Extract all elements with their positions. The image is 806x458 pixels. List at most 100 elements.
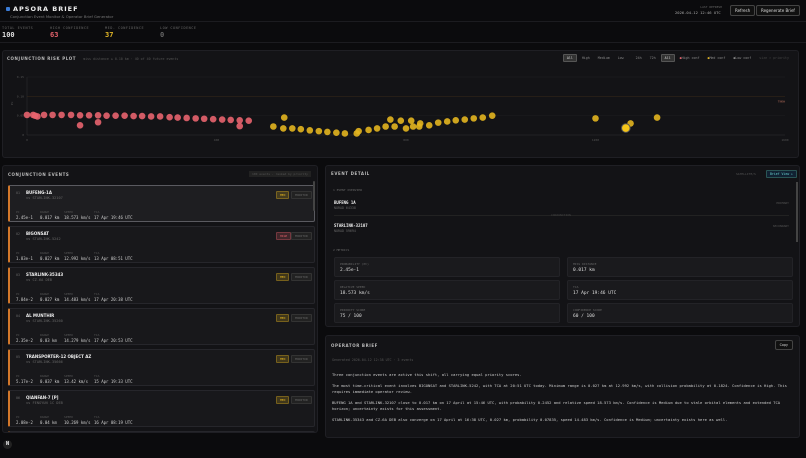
- plot-hint: size ∝ priority: [759, 56, 789, 60]
- metric-card: PROBABILITY (PC) 2.45e-1: [334, 257, 560, 277]
- event-card[interactable]: [8, 431, 315, 432]
- filter-time-all[interactable]: All: [660, 54, 675, 62]
- legend-label: Med conf: [709, 56, 726, 60]
- refresh-button[interactable]: Refresh: [730, 5, 756, 16]
- filter-low[interactable]: Low: [617, 56, 624, 60]
- metric-label: PC: [16, 251, 20, 255]
- metric-label: RELATIVE SPEED: [340, 285, 366, 289]
- event-primary: QIANFAN-7 [P]: [26, 395, 59, 400]
- metric-speed: 13.42 km/s: [64, 379, 89, 384]
- metric-pc: 2.35e-2: [16, 338, 33, 343]
- monitor-badge[interactable]: MONITOR: [291, 191, 312, 199]
- section-metrics: 2 METRICS: [333, 248, 350, 252]
- stat-value: 0: [160, 31, 165, 39]
- divider: [334, 215, 789, 216]
- stat-value: 100: [2, 31, 15, 39]
- data-point: [209, 115, 217, 123]
- app-subtitle: Conjunction Event Monitor & Operator Bri…: [10, 14, 114, 19]
- app-header: APSORA BRIEF Conjunction Event Monitor &…: [0, 0, 806, 22]
- data-point: [365, 126, 372, 134]
- confidence-badge: MED: [276, 355, 290, 363]
- filter-all[interactable]: All: [562, 54, 577, 62]
- data-point: [452, 117, 460, 124]
- filter-high[interactable]: High: [581, 56, 590, 60]
- data-point: [407, 117, 415, 124]
- plot-header: CONJUNCTION RISK PLOT miss distance ≤ 0.…: [7, 56, 178, 62]
- events-scrollbar[interactable]: [313, 181, 315, 211]
- metric-label: MISS DISTANCE: [573, 262, 597, 266]
- brief-paragraph: The most time-critical event involves BI…: [332, 383, 787, 394]
- metric-label: PC: [16, 374, 20, 378]
- stat-high: HIGH CONFIDENCE 63: [50, 26, 89, 39]
- events-sort[interactable]: 100 events · ranked by priority: [249, 171, 311, 177]
- data-point: [121, 112, 128, 119]
- event-card[interactable]: 05 TRANSPORTER-12 OBJECT AZ vs STARLINK-…: [8, 349, 315, 386]
- brief-view-toggle[interactable]: Brief View ▸: [766, 170, 798, 178]
- metric-label: CONFIDENCE SCORE: [573, 308, 602, 312]
- stat-label: TOTAL EVENTS: [2, 26, 34, 30]
- copy-button[interactable]: Copy: [774, 340, 793, 350]
- event-card[interactable]: 06 QIANFAN-7 [P] vs FENGYUN 1C DEB MED M…: [8, 390, 315, 427]
- data-point: [355, 127, 362, 135]
- plot-filters: All High Medium Low 24h 72h All ●High co…: [561, 54, 792, 62]
- metric-value: 75 / 100: [340, 314, 362, 319]
- event-primary: AL MUNTHIR: [26, 313, 55, 318]
- event-secondary: vs STARLINK-35260: [26, 319, 63, 323]
- data-point: [23, 111, 31, 119]
- metric-value: 60 / 100: [573, 314, 595, 319]
- monitor-badge[interactable]: MONITOR: [291, 273, 312, 281]
- event-card[interactable]: 04 AL MUNTHIR vs STARLINK-35260 MED MONI…: [8, 308, 315, 345]
- app-logo-button[interactable]: N: [3, 440, 12, 449]
- event-rank: 05: [16, 355, 20, 359]
- event-secondary: vs STARLINK-32107: [26, 196, 63, 200]
- data-point: [166, 113, 173, 121]
- stats-bar: TOTAL EVENTS 100 HIGH CONFIDENCE 63 MED. C…: [0, 22, 806, 43]
- filter-72h[interactable]: 72h: [649, 56, 656, 60]
- data-point: [270, 123, 277, 130]
- metric-label: SPEED: [64, 333, 74, 337]
- event-rank: 01: [16, 191, 20, 195]
- y-tick-label: 0.15: [17, 75, 24, 79]
- metric-value: 17 Apr 19:46 UTC: [573, 291, 617, 296]
- metric-tca: 17 Apr 19:46 UTC: [94, 215, 133, 220]
- monitor-badge[interactable]: MONITOR: [291, 314, 312, 322]
- brief-paragraph: BUFENG 1A and STARLINK-32107 close to 0.…: [332, 400, 781, 411]
- event-primary: BIGONSAT: [26, 231, 49, 236]
- detail-scrollbar[interactable]: [796, 182, 798, 242]
- metric-label: TCA: [94, 374, 100, 378]
- data-point: [67, 111, 75, 119]
- data-point: [397, 117, 405, 124]
- data-point: [306, 127, 314, 134]
- secondary-norad: NORAD 59694: [334, 229, 356, 233]
- filter-medium[interactable]: Medium: [597, 56, 610, 60]
- metric-label: RANGE: [40, 292, 50, 296]
- x-tick-label: 1600: [781, 138, 788, 142]
- data-point: [58, 111, 65, 119]
- regenerate-brief-button[interactable]: Regenerate Brief: [756, 5, 800, 16]
- logo-icon: [6, 7, 10, 11]
- secondary-role: SECONDARY: [772, 224, 789, 228]
- data-point: [236, 117, 244, 124]
- primary-name: BUFENG 1A: [334, 200, 356, 205]
- event-secondary: vs STARLINK-5242: [26, 237, 61, 241]
- stat-value: 63: [50, 31, 59, 39]
- metric-tca: 15 Apr 19:33 UTC: [94, 379, 133, 384]
- monitor-badge[interactable]: MONITOR: [291, 355, 312, 363]
- metric-range: 0.027 km: [40, 256, 60, 261]
- data-point: [76, 122, 84, 129]
- event-card[interactable]: 01 BUFENG-1A vs STARLINK-32107 MED MONIT…: [8, 185, 315, 222]
- filter-24h[interactable]: 24h: [635, 56, 642, 60]
- app-title: APSORA BRIEF: [6, 5, 79, 13]
- data-point: [409, 123, 417, 130]
- metric-tca: 16 Apr 08:19 UTC: [94, 420, 133, 425]
- monitor-badge[interactable]: MONITOR: [291, 232, 312, 240]
- risk-scatter-plot[interactable]: 0 0.05 0.10 0.15 0 400 800 1200 1600 Pc TNOW: [3, 65, 800, 159]
- event-card[interactable]: 03 STARLINK-35343 vs CZ-6A DEB MED MONIT…: [8, 267, 315, 304]
- legend-low: ●Low conf: [733, 56, 752, 60]
- data-point: [76, 111, 84, 119]
- metric-range: 0.037 km: [40, 379, 60, 384]
- metric-label: TCA: [94, 333, 100, 337]
- data-point: [461, 116, 469, 123]
- event-card[interactable]: 02 BIGONSAT vs STARLINK-5242 HIGH MONITO…: [8, 226, 315, 263]
- monitor-badge[interactable]: MONITOR: [291, 396, 312, 404]
